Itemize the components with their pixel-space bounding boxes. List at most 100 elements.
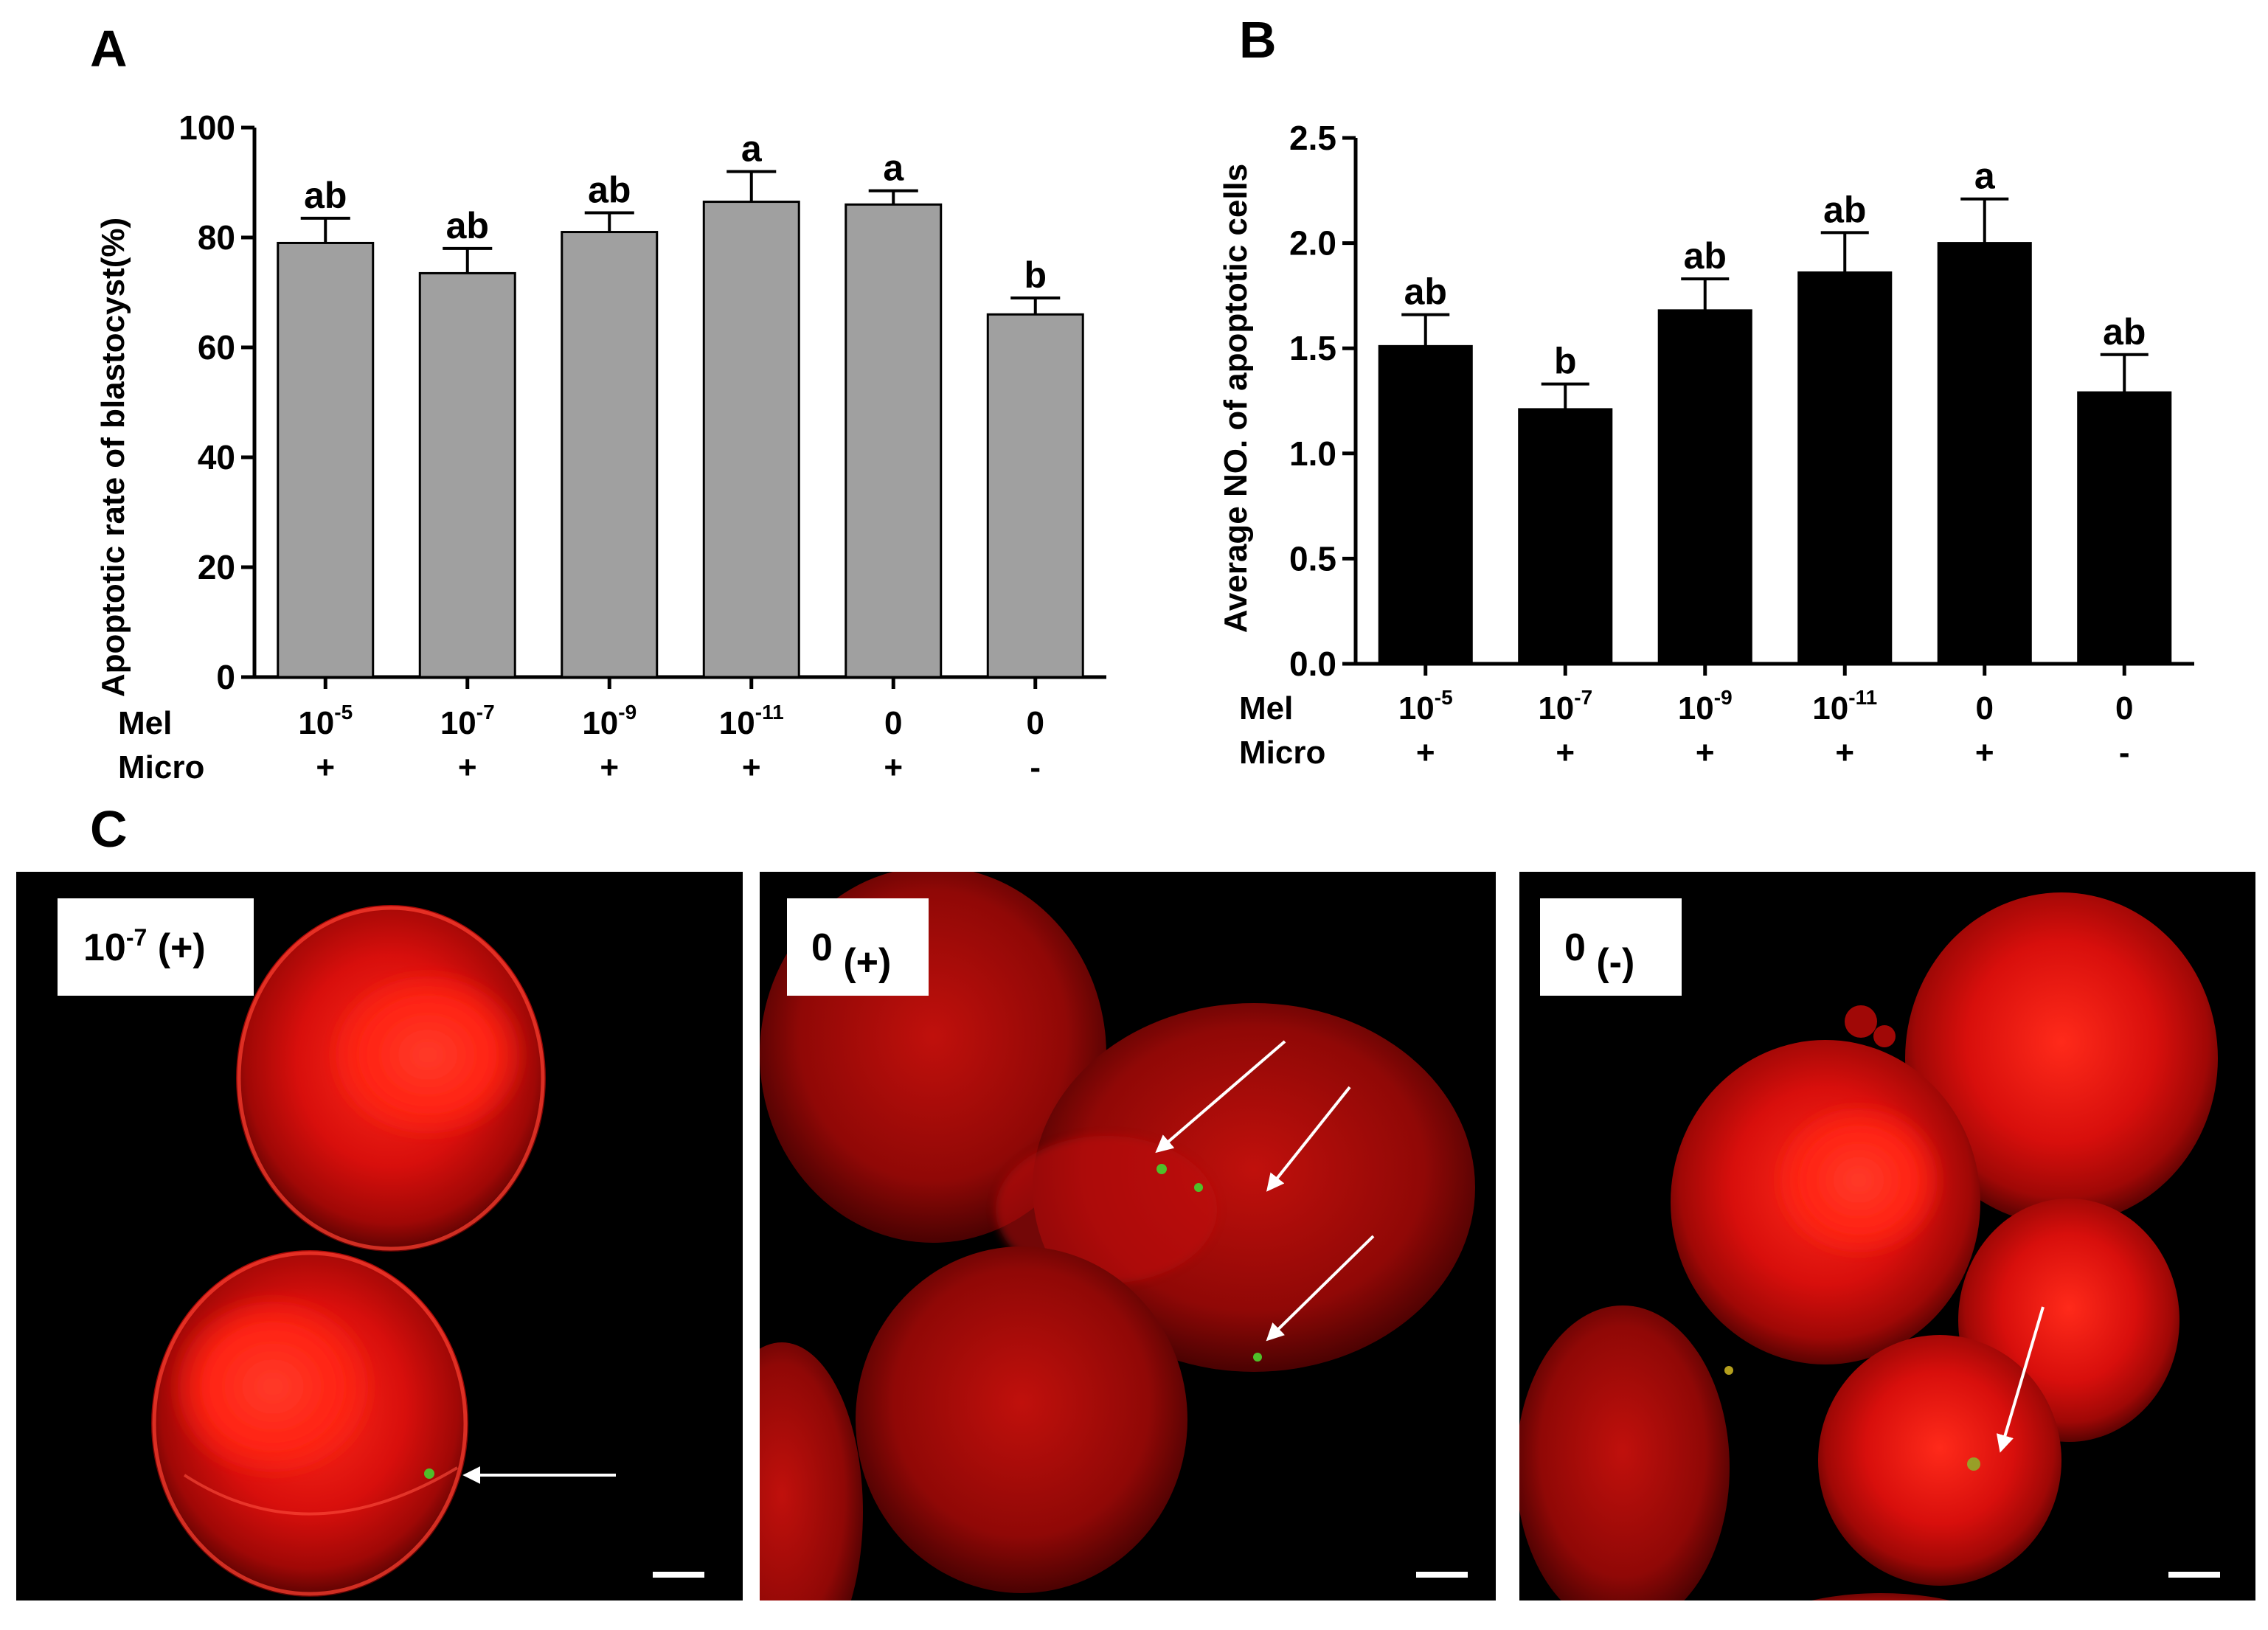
panel-label-b: B — [1239, 11, 1277, 69]
embryo-1a-core — [325, 966, 531, 1143]
micrograph-2: 0 (+) — [760, 872, 1496, 1600]
scale-bar-2 — [1416, 1572, 1468, 1578]
mel-concentration-label: 0 — [1976, 690, 1994, 726]
bar — [845, 203, 943, 679]
mel-row-label: Mel — [1239, 690, 1293, 726]
significance-label: a — [1974, 156, 1996, 197]
embryo-1b-core — [166, 1291, 380, 1482]
micro-treatment-label: + — [316, 749, 335, 785]
apoptotic-cell-1 — [424, 1468, 434, 1479]
micro-treatment-label: + — [1835, 735, 1854, 771]
chart-a-ylabel: Apoptotic rate of blastocyst(%) — [95, 218, 131, 697]
bar — [1657, 309, 1752, 665]
significance-label: a — [741, 128, 763, 170]
micro-treatment-label: + — [1696, 735, 1715, 771]
arrow-2b — [1266, 1086, 1351, 1192]
significance-label: ab — [588, 169, 631, 210]
embryo-2d — [760, 1342, 863, 1600]
embryo-2c — [856, 1246, 1187, 1593]
bar — [1797, 271, 1893, 665]
micrograph-panel: 10-7 (+) 0 (+) — [16, 872, 2255, 1600]
micro-treatment-label: + — [742, 749, 761, 785]
mel-concentration-label: 10-9 — [1678, 686, 1733, 726]
micro-treatment-label: + — [600, 749, 619, 785]
micro-treatment-label: + — [1556, 735, 1575, 771]
micro-row-label: Micro — [118, 749, 204, 785]
micro-treatment-label: + — [884, 749, 903, 785]
arrow-2c — [1266, 1235, 1375, 1342]
micrograph-1: 10-7 (+) — [16, 872, 743, 1600]
micrograph-3-label-box — [1540, 898, 1682, 996]
chart-a-condition-labels: Mel Micro 10-5 +10-7 +10-9 +10-11 +0 +0 - — [118, 701, 1044, 785]
mel-concentration-label: 10-7 — [1538, 686, 1592, 726]
y-tick-label: 100 — [178, 108, 235, 147]
significance-label: ab — [446, 205, 489, 246]
bar — [986, 313, 1084, 679]
bar — [1518, 408, 1613, 665]
mel-concentration-label: 10-5 — [1398, 686, 1453, 726]
micro-treatment-label: + — [458, 749, 477, 785]
mel-concentration-label: 0 — [1027, 705, 1044, 741]
mel-concentration-label: 0 — [884, 705, 902, 741]
y-tick-label: 0.0 — [1289, 645, 1336, 683]
bar — [702, 201, 800, 679]
embryo-3e — [1519, 1305, 1730, 1600]
apoptotic-cell-2c — [1253, 1353, 1262, 1362]
micro-row-label: Micro — [1239, 735, 1325, 771]
scale-bar-3 — [2168, 1572, 2220, 1578]
bar — [418, 271, 516, 679]
micro-treatment-label: - — [2119, 735, 2130, 771]
bar — [1937, 242, 2032, 665]
mel-concentration-label: 10-11 — [719, 701, 784, 741]
apoptotic-cell-3b — [1724, 1366, 1733, 1375]
panel-label-a: A — [90, 20, 128, 77]
y-tick-label: 40 — [198, 438, 235, 476]
micro-treatment-label: + — [1975, 735, 1994, 771]
chart-b-condition-labels: Mel Micro 10-5 +10-7 +10-9 +10-11 +0 +0 - — [1239, 686, 2133, 771]
chart-a: Apoptotic rate of blastocyst(%) 0 20 40 60 8… — [95, 108, 1106, 785]
embryo-3a — [1905, 892, 2218, 1224]
mel-row-label: Mel — [118, 705, 172, 741]
micrograph-2-label: 0 (+) — [811, 926, 891, 984]
y-tick-label: 60 — [198, 328, 235, 367]
y-tick-label: 1.0 — [1289, 434, 1336, 473]
significance-label: ab — [1684, 235, 1727, 277]
apoptotic-cell-3a — [1967, 1457, 1980, 1471]
mel-concentration-label: 0 — [2115, 690, 2133, 726]
micro-treatment-label: - — [1030, 749, 1041, 785]
apoptotic-cell-2a — [1156, 1164, 1167, 1174]
panel-label-c: C — [90, 800, 128, 858]
y-tick-label: 2.0 — [1289, 224, 1336, 263]
bar — [2077, 391, 2172, 665]
mel-concentration-label: 10-7 — [440, 701, 495, 741]
embryo-2b — [1033, 1003, 1475, 1372]
mel-concentration-label: 10-5 — [298, 701, 353, 741]
mel-concentration-label: 10-9 — [582, 701, 637, 741]
chart-b-ylabel: Average NO. of apoptotic cells — [1218, 164, 1254, 634]
bar — [277, 241, 375, 679]
micrograph-2-label-box — [787, 898, 929, 996]
micrograph-3: 0 (-) — [1519, 872, 2255, 1600]
y-tick-label: 1.5 — [1289, 329, 1336, 367]
bar — [1378, 344, 1473, 665]
embryo-3f — [1811, 1593, 1950, 1600]
micrograph-1-label-box — [58, 898, 254, 996]
y-tick-label: 2.5 — [1289, 119, 1336, 157]
significance-label: ab — [304, 175, 347, 216]
y-tick-label: 20 — [198, 548, 235, 586]
micrograph-1-label: 10-7 (+) — [83, 924, 206, 969]
significance-label: b — [1554, 341, 1577, 382]
significance-label: ab — [2103, 311, 2146, 353]
significance-label: ab — [1404, 271, 1447, 313]
arrow-2a — [1155, 1040, 1286, 1154]
chart-b: Average NO. of apoptotic cells 0.0 0.5 1.0… — [1218, 119, 2194, 771]
chart-b-marks: 0.0 0.5 1.0 1.5 2.0 2.5 ab b ab ab a ab — [1289, 119, 2194, 683]
mel-concentration-label: 10-11 — [1812, 686, 1877, 726]
embryo-3d — [1818, 1335, 2061, 1586]
significance-label: a — [883, 148, 904, 189]
significance-label: b — [1024, 254, 1047, 296]
bar — [561, 231, 659, 679]
y-tick-label: 0 — [216, 658, 235, 696]
